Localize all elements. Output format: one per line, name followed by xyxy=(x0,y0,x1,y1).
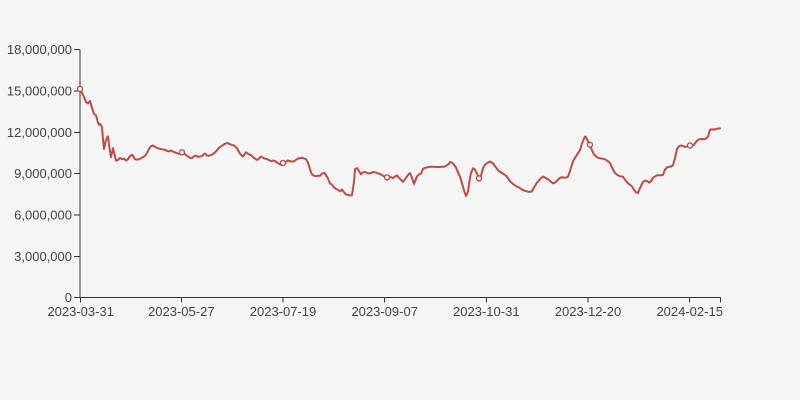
x-tick-label: 2023-10-31 xyxy=(453,304,520,319)
series-marker[interactable] xyxy=(76,85,84,93)
y-tick-label: 18,000,000 xyxy=(7,42,72,57)
x-tick-label: 2023-03-31 xyxy=(47,304,114,319)
series-marker[interactable] xyxy=(586,141,594,148)
x-tick-label: 2024-02-15 xyxy=(656,304,723,319)
x-tick-label: 2023-09-07 xyxy=(351,304,418,319)
x-tick-label: 2023-05-27 xyxy=(148,304,215,319)
series-line[interactable] xyxy=(79,87,721,198)
x-tick-label: 2023-07-19 xyxy=(250,304,317,319)
series-marker[interactable] xyxy=(383,174,391,181)
y-tick-label: 6,000,000 xyxy=(14,208,72,223)
y-tick-label: 15,000,000 xyxy=(7,84,72,99)
y-tick-label: 9,000,000 xyxy=(14,166,72,181)
series-marker[interactable] xyxy=(475,175,483,182)
x-tick-label: 2023-12-20 xyxy=(555,304,622,319)
series-marker[interactable] xyxy=(686,142,694,149)
y-tick-label: 3,000,000 xyxy=(14,249,72,264)
y-tick-label: 0 xyxy=(65,290,72,305)
series-marker[interactable] xyxy=(279,159,287,167)
y-tick-label: 12,000,000 xyxy=(7,125,72,140)
series-marker[interactable] xyxy=(178,149,186,156)
